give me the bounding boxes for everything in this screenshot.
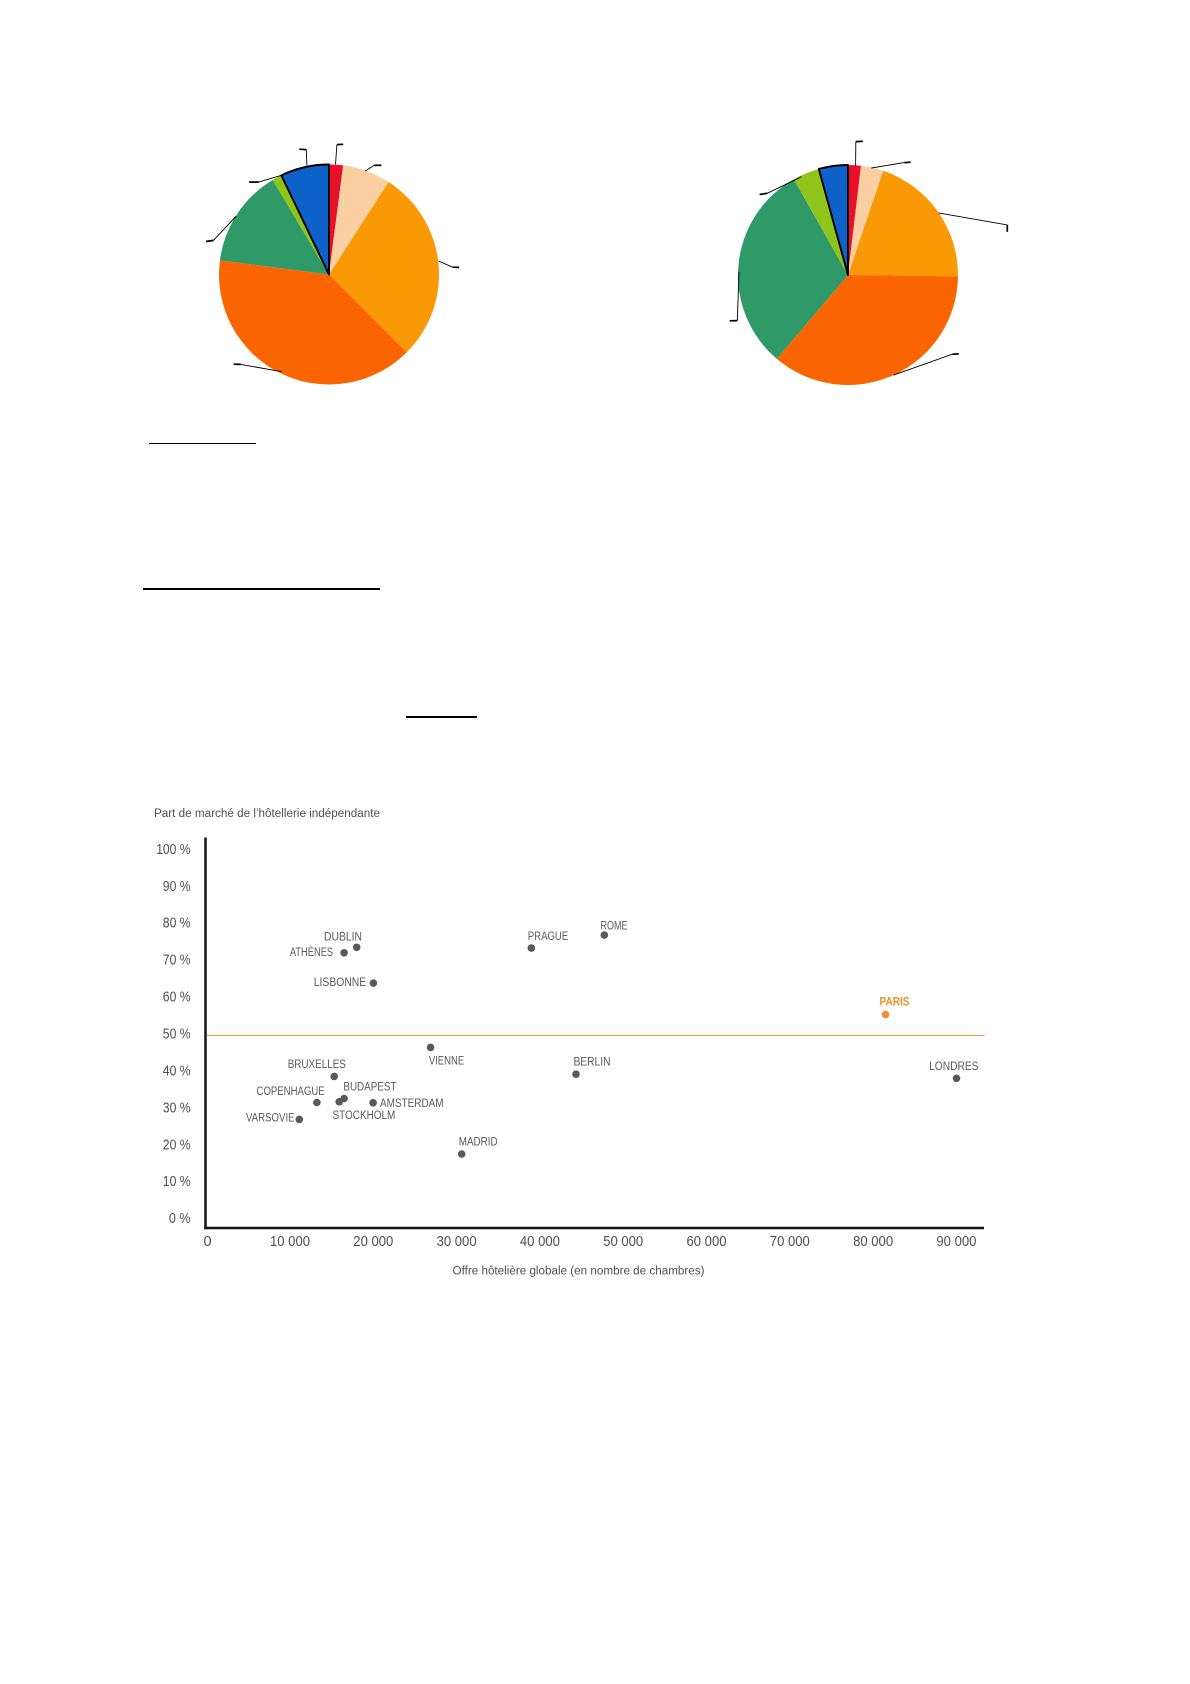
svg-text:VIENNE: VIENNE bbox=[429, 1055, 465, 1067]
svg-text:Offre hôtelière globale (en no: Offre hôtelière globale (en nombre de ch… bbox=[453, 1265, 705, 1277]
svg-text:60 %: 60 % bbox=[163, 990, 191, 1006]
svg-text:70 %: 70 % bbox=[163, 953, 191, 969]
svg-text:20 000: 20 000 bbox=[353, 1234, 393, 1250]
svg-text:PRAGUE: PRAGUE bbox=[528, 931, 569, 943]
svg-text:80 %: 80 % bbox=[163, 916, 191, 932]
svg-text:0 %: 0 % bbox=[169, 1211, 191, 1227]
svg-text:70 000: 70 000 bbox=[770, 1234, 810, 1250]
svg-text:90 000: 90 000 bbox=[936, 1234, 976, 1250]
svg-text:BRUXELLES: BRUXELLES bbox=[288, 1059, 346, 1071]
svg-text:VARSOVIE: VARSOVIE bbox=[246, 1113, 295, 1125]
svg-text:BERLIN: BERLIN bbox=[573, 1056, 610, 1068]
svg-text:50 000: 50 000 bbox=[603, 1234, 643, 1250]
svg-text:BUDAPEST: BUDAPEST bbox=[343, 1081, 396, 1093]
svg-text:30 000: 30 000 bbox=[437, 1234, 477, 1250]
svg-text:AMSTERDAM: AMSTERDAM bbox=[380, 1098, 444, 1110]
svg-text:COPENHAGUE: COPENHAGUE bbox=[257, 1086, 325, 1098]
svg-text:DUBLIN: DUBLIN bbox=[324, 931, 362, 943]
svg-text:Part de marché de l’hôtellerie: Part de marché de l’hôtellerie indépenda… bbox=[154, 808, 380, 820]
svg-text:40 %: 40 % bbox=[163, 1063, 191, 1079]
svg-text:MADRID: MADRID bbox=[459, 1137, 498, 1149]
svg-text:LISBONNE: LISBONNE bbox=[314, 977, 367, 989]
svg-text:50 %: 50 % bbox=[163, 1027, 191, 1043]
svg-text:10 000: 10 000 bbox=[270, 1234, 310, 1250]
svg-text:ROME: ROME bbox=[600, 921, 627, 933]
svg-text:40 000: 40 000 bbox=[520, 1234, 560, 1250]
svg-text:30 %: 30 % bbox=[163, 1100, 191, 1116]
svg-text:ATHÈNES: ATHÈNES bbox=[290, 946, 334, 959]
svg-text:100 %: 100 % bbox=[156, 842, 190, 858]
svg-text:60 000: 60 000 bbox=[687, 1234, 727, 1250]
svg-text:LONDRES: LONDRES bbox=[929, 1061, 979, 1073]
svg-text:0: 0 bbox=[203, 1234, 211, 1250]
svg-text:80 000: 80 000 bbox=[853, 1234, 893, 1250]
svg-text:PARIS: PARIS bbox=[880, 996, 910, 1008]
svg-text:90 %: 90 % bbox=[163, 879, 191, 895]
svg-text:STOCKHOLM: STOCKHOLM bbox=[333, 1110, 396, 1122]
svg-text:20 %: 20 % bbox=[163, 1137, 191, 1153]
svg-text:10 %: 10 % bbox=[163, 1174, 191, 1190]
